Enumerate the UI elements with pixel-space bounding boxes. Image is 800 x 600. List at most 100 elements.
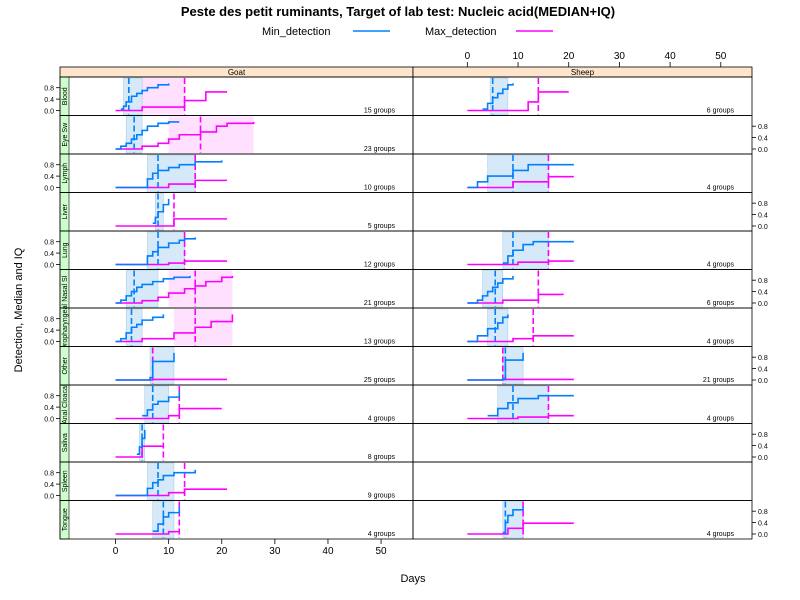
series-min-lymph-goat bbox=[115, 160, 223, 189]
series-min-anal-cloacal-goat bbox=[142, 391, 181, 417]
row-label: Blood bbox=[62, 87, 69, 105]
groups-label-blood-sheep: 6 groups bbox=[707, 108, 735, 115]
series-max-lymph-sheep bbox=[467, 175, 574, 189]
panel-frame bbox=[59, 423, 414, 463]
panel-frame bbox=[59, 192, 414, 232]
panel-frame bbox=[59, 384, 414, 424]
series-min-tongue-sheep bbox=[502, 506, 524, 534]
iq-band-min-blood-sheep bbox=[489, 77, 509, 115]
y-tick-label: 0.8 bbox=[44, 471, 54, 478]
groups-label-anal-cloacal-sheep: 4 groups bbox=[707, 416, 735, 423]
y-tick-label: 0.4 bbox=[758, 444, 768, 451]
series-min-blood-sheep bbox=[482, 83, 514, 110]
row-label: Anal Cloacal bbox=[62, 384, 69, 424]
y-tick-label: 0.8 bbox=[758, 124, 768, 131]
groups-label-lung-sheep: 4 groups bbox=[707, 262, 735, 269]
groups-label-tongue-sheep: 4 groups bbox=[707, 531, 735, 538]
series-min-blood-goat bbox=[120, 83, 170, 110]
groups-label-lymph-sheep: 4 groups bbox=[707, 185, 735, 192]
panel-grid: Goat Sheep Blood Eye Sw Lymph Liver Lung Nasal … bbox=[44, 51, 768, 557]
y-tick-label: 0.0 bbox=[758, 378, 768, 385]
groups-label-spleen-goat: 9 groups bbox=[368, 493, 396, 500]
x-tick-label: 10 bbox=[512, 51, 524, 62]
series-max-liver-goat bbox=[115, 218, 228, 227]
strip-label-goat: Goat bbox=[228, 68, 246, 77]
panel-frame bbox=[412, 423, 753, 463]
series-max-tongue-goat bbox=[115, 530, 180, 535]
y-tick-label: 0.8 bbox=[758, 201, 768, 208]
y-tick-label: 0.0 bbox=[44, 186, 54, 193]
y-tick-label: 0.4 bbox=[758, 367, 768, 374]
groups-label-liver-goat: 5 groups bbox=[368, 223, 396, 230]
panel-frame bbox=[59, 307, 414, 347]
x-tick-label: 20 bbox=[216, 546, 228, 557]
y-tick-label: 0.4 bbox=[44, 482, 54, 489]
series-max-blood-sheep bbox=[467, 91, 569, 112]
panel-frame bbox=[59, 153, 414, 193]
iq-band-min-lung-sheep bbox=[502, 231, 549, 269]
groups-label-eye-sw-goat: 23 groups bbox=[364, 146, 396, 153]
series-min-other-goat bbox=[115, 352, 175, 381]
panel-frame bbox=[412, 346, 753, 386]
series-max-anal-cloacal-goat bbox=[115, 407, 222, 420]
y-tick-label: 0.4 bbox=[44, 97, 54, 104]
x-tick-label: 30 bbox=[269, 546, 281, 557]
x-tick-label: 30 bbox=[614, 51, 626, 62]
panel-frame bbox=[412, 115, 753, 155]
strip-label-sheep: Sheep bbox=[571, 68, 595, 77]
y-tick-label: 0.4 bbox=[44, 328, 54, 335]
row-label: Eye Sw bbox=[62, 122, 69, 147]
series-min-oropharyngeal-goat bbox=[115, 314, 165, 343]
legend: Min_detection Max_detection bbox=[262, 26, 553, 38]
series-max-blood-goat bbox=[115, 91, 228, 112]
y-tick-label: 0.8 bbox=[758, 278, 768, 285]
series-min-nasal-sl-goat bbox=[115, 275, 191, 304]
y-tick-label: 0.8 bbox=[44, 394, 54, 401]
iq-band-min-spleen-goat bbox=[147, 462, 175, 500]
y-tick-label: 0.0 bbox=[758, 301, 768, 308]
y-tick-label: 0.0 bbox=[758, 147, 768, 154]
panel-frame bbox=[412, 384, 753, 424]
series-max-lymph-goat bbox=[115, 179, 228, 189]
y-tick-label: 0.0 bbox=[758, 532, 768, 539]
groups-label-anal-cloacal-goat: 4 groups bbox=[368, 416, 396, 423]
y-tick-label: 0.4 bbox=[758, 290, 768, 297]
series-min-tongue-goat bbox=[152, 506, 181, 532]
y-tick-label: 0.0 bbox=[44, 417, 54, 424]
series-min-oropharyngeal-sheep bbox=[467, 314, 509, 343]
y-tick-label: 0.4 bbox=[758, 213, 768, 220]
series-min-liver-goat bbox=[152, 198, 170, 224]
row-label: Liver bbox=[62, 204, 69, 220]
iq-band-min-other-goat bbox=[149, 347, 175, 385]
x-tick-label: 40 bbox=[322, 546, 334, 557]
row-label: Nasal Sl bbox=[62, 275, 69, 302]
series-min-lymph-sheep bbox=[467, 163, 574, 189]
panel-frame bbox=[59, 461, 414, 501]
panel-frame bbox=[59, 76, 414, 116]
series-max-lung-goat bbox=[115, 260, 228, 266]
series-max-lung-sheep bbox=[467, 260, 574, 266]
x-tick-label: 0 bbox=[465, 51, 471, 62]
y-tick-label: 0.0 bbox=[44, 340, 54, 347]
panel-frame bbox=[412, 307, 753, 347]
y-tick-label: 0.4 bbox=[44, 174, 54, 181]
iq-band-min-lymph-sheep bbox=[487, 154, 549, 192]
row-label: Lung bbox=[62, 242, 69, 258]
series-min-anal-cloacal-sheep bbox=[487, 394, 574, 417]
groups-label-other-goat: 25 groups bbox=[364, 377, 396, 384]
y-tick-label: 0.4 bbox=[44, 251, 54, 258]
y-tick-label: 0.4 bbox=[758, 521, 768, 528]
y-tick-label: 0.0 bbox=[44, 494, 54, 501]
series-min-lung-sheep bbox=[502, 240, 574, 264]
series-max-oropharyngeal-goat bbox=[115, 314, 234, 343]
legend-label-max: Max_detection bbox=[425, 26, 497, 38]
iq-band-max-nasal-sl-goat bbox=[168, 270, 233, 307]
y-tick-label: 0.0 bbox=[758, 224, 768, 231]
x-tick-label: 0 bbox=[113, 546, 119, 557]
panel-frame bbox=[412, 192, 753, 232]
x-tick-label: 10 bbox=[163, 546, 175, 557]
row-label: Tongue bbox=[62, 508, 69, 531]
y-tick-label: 0.8 bbox=[44, 86, 54, 93]
panel-frame bbox=[59, 230, 414, 270]
